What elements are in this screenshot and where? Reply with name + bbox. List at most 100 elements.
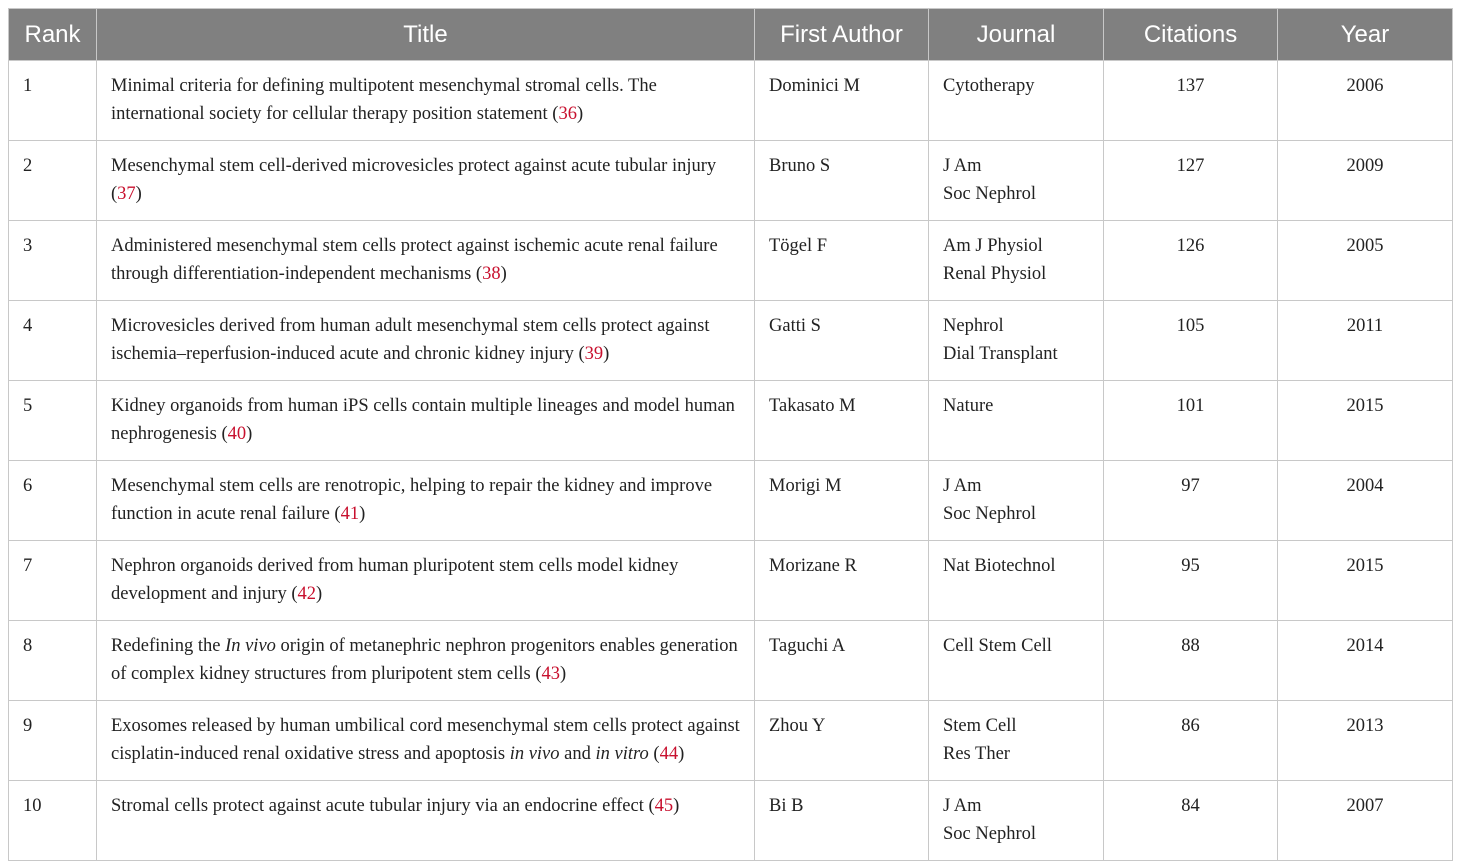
citations-cell: 84 — [1103, 780, 1278, 861]
reference-link[interactable]: 36 — [558, 104, 577, 124]
title-text: in vitro — [595, 744, 649, 764]
journal-line: Nephrol — [943, 316, 1004, 336]
table-row: 8 Redefining the In vivo origin of metane… — [8, 620, 1453, 701]
first-author-cell: Gatti S — [754, 300, 929, 381]
citations-cell: 105 — [1103, 300, 1278, 381]
reference-link[interactable]: 39 — [584, 344, 604, 364]
title-cell: Mesenchymal stem cells are renotropic, h… — [96, 460, 755, 541]
rank-cell: 10 — [8, 780, 97, 861]
journal-cell: Stem Cell Res Ther — [928, 700, 1104, 781]
year-cell: 2015 — [1277, 380, 1453, 461]
title-cell: Administered mesenchymal stem cells prot… — [96, 220, 755, 301]
rank-cell: 1 — [8, 60, 97, 141]
first-author-cell: Morigi M — [754, 460, 929, 541]
rank-cell: 8 — [8, 620, 97, 701]
reference-link[interactable]: 43 — [541, 664, 561, 684]
title-text: Administered mesenchymal stem cells prot… — [111, 236, 718, 284]
table-row: 10 Stromal cells protect against acute tu… — [8, 780, 1453, 861]
title-text: origin of metanephric nephron progenitor… — [111, 636, 738, 684]
first-author-cell: Bi B — [754, 780, 929, 861]
reference-link[interactable]: 44 — [659, 744, 679, 764]
journal-cell: J Am Soc Nephrol — [928, 780, 1104, 861]
header-first-author: First Author — [754, 8, 929, 61]
journal-cell: Cytotherapy — [928, 60, 1104, 141]
citations-cell: 86 — [1103, 700, 1278, 781]
rank-cell: 6 — [8, 460, 97, 541]
table-row: 7 Nephron organoids derived from human pl… — [8, 540, 1453, 621]
title-cell: Redefining the In vivo origin of metanep… — [96, 620, 755, 701]
title-text: Minimal criteria for defining multipoten… — [111, 76, 657, 124]
title-text: In vivo — [225, 636, 276, 656]
title-text: Stromal cells protect against acute tubu… — [111, 796, 655, 816]
title-cell: Exosomes released by human umbilical cor… — [96, 700, 755, 781]
journal-line: Dial Transplant — [943, 344, 1058, 364]
header-journal: Journal — [928, 8, 1104, 61]
year-cell: 2013 — [1277, 700, 1453, 781]
title-text: ) — [135, 184, 142, 204]
title-text: Redefining the — [111, 636, 226, 656]
journal-line: Soc Nephrol — [943, 824, 1036, 844]
title-text: ) — [603, 344, 610, 364]
table-row: 3 Administered mesenchymal stem cells pro… — [8, 220, 1453, 301]
table-row: 1 Minimal criteria for defining multipote… — [8, 60, 1453, 141]
title-text: ) — [576, 104, 584, 124]
first-author-cell: Takasato M — [754, 380, 929, 461]
citations-cell: 97 — [1103, 460, 1278, 541]
header-row: Rank Title First Author Journal Citation… — [8, 8, 1453, 61]
table-row: 9 Exosomes released by human umbilical co… — [8, 700, 1453, 781]
table-row: 2 Mesenchymal stem cell-derived microvesi… — [8, 140, 1453, 221]
header-title: Title — [96, 8, 755, 61]
title-cell: Mesenchymal stem cell-derived microvesic… — [96, 140, 755, 221]
reference-link[interactable]: 45 — [654, 796, 674, 816]
rank-cell: 7 — [8, 540, 97, 621]
title-text: Exosomes released by human umbilical cor… — [111, 716, 740, 764]
reference-link[interactable]: 41 — [340, 504, 360, 524]
journal-cell: Nat Biotechnol — [928, 540, 1104, 621]
rank-cell: 3 — [8, 220, 97, 301]
reference-link[interactable]: 42 — [297, 584, 317, 604]
journal-line: Am J Physiol — [943, 236, 1043, 256]
title-text: ) — [246, 424, 253, 444]
citations-cell: 95 — [1103, 540, 1278, 621]
journal-line: Res Ther — [943, 744, 1010, 764]
reference-link[interactable]: 40 — [227, 424, 247, 444]
journal-cell: Cell Stem Cell — [928, 620, 1104, 701]
title-text: Nephron organoids derived from human plu… — [111, 556, 679, 604]
journal-line: Nat Biotechnol — [943, 556, 1056, 576]
journal-line: J Am — [943, 476, 982, 496]
journal-cell: Am J Physiol Renal Physiol — [928, 220, 1104, 301]
title-text: ) — [500, 264, 507, 284]
title-text: Microvesicles derived from human adult m… — [111, 316, 710, 364]
title-text: ) — [560, 664, 567, 684]
citations-cell: 88 — [1103, 620, 1278, 701]
title-cell: Microvesicles derived from human adult m… — [96, 300, 755, 381]
year-cell: 2015 — [1277, 540, 1453, 621]
reference-link[interactable]: 37 — [117, 184, 136, 204]
first-author-cell: Tögel F — [754, 220, 929, 301]
reference-link[interactable]: 38 — [482, 264, 501, 284]
title-text: ) — [673, 796, 680, 816]
journal-cell: J Am Soc Nephrol — [928, 460, 1104, 541]
title-text: ( — [648, 744, 660, 764]
journal-line: Nature — [943, 396, 994, 416]
header-citations: Citations — [1103, 8, 1278, 61]
journal-line: Cell Stem Cell — [943, 636, 1052, 656]
year-cell: 2004 — [1277, 460, 1453, 541]
journal-cell: J Am Soc Nephrol — [928, 140, 1104, 221]
year-cell: 2009 — [1277, 140, 1453, 221]
title-text: Kidney organoids from human iPS cells co… — [111, 396, 735, 444]
title-text: ) — [678, 744, 685, 764]
journal-line: J Am — [943, 156, 982, 176]
journal-line: Soc Nephrol — [943, 504, 1036, 524]
rank-cell: 4 — [8, 300, 97, 381]
title-cell: Minimal criteria for defining multipoten… — [96, 60, 755, 141]
table-row: 5 Kidney organoids from human iPS cells c… — [8, 380, 1453, 461]
year-cell: 2011 — [1277, 300, 1453, 381]
journal-line: Cytotherapy — [943, 76, 1035, 96]
title-text: Mesenchymal stem cells are renotropic, h… — [111, 476, 713, 524]
journal-line: Stem Cell — [943, 716, 1017, 736]
title-text: ) — [316, 584, 323, 604]
title-text: ) — [359, 504, 366, 524]
table-row: 4 Microvesicles derived from human adult … — [8, 300, 1453, 381]
table-row: 6 Mesenchymal stem cells are renotropic, … — [8, 460, 1453, 541]
